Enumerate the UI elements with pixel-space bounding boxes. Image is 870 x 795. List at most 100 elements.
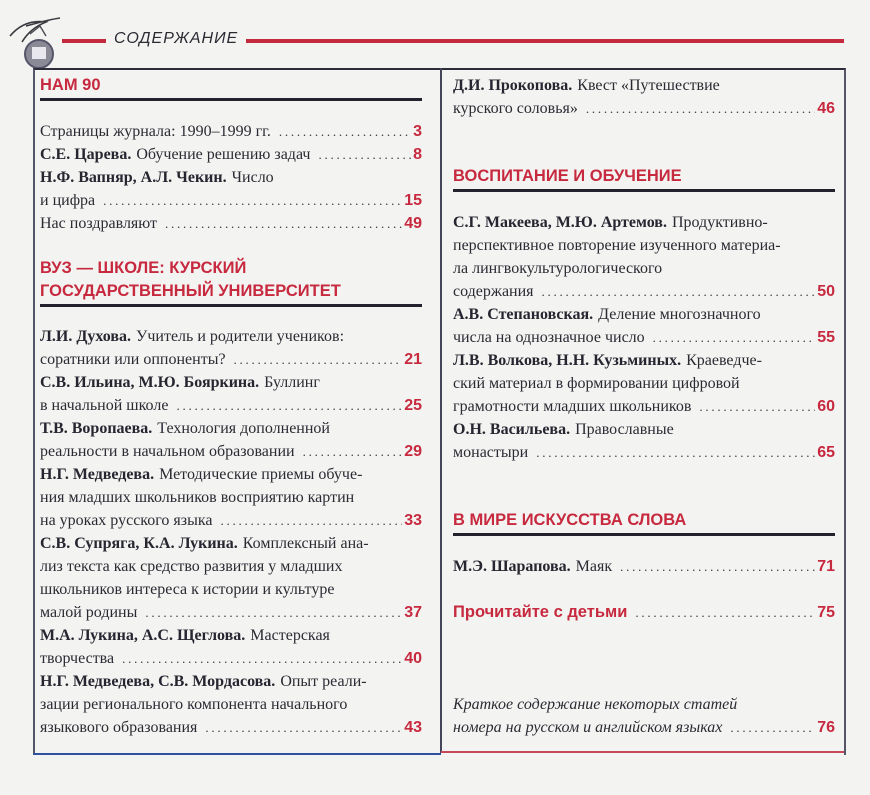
toc-entry[interactable]: А.В. Степановская. Деление многозначного ч… (453, 303, 835, 349)
entry-title: лиз текста как средство развития у младш… (40, 558, 343, 575)
entry-title: Православные (575, 421, 674, 438)
entry-title: Методические приемы обуче- (159, 466, 363, 483)
page-number[interactable]: 37 (404, 604, 422, 621)
toc-entry[interactable]: Д.И. Прокопова. Квест «Путешествие курског… (453, 74, 835, 120)
toc-entry[interactable]: С.В. Супряга, К.А. Лукина. Комплексный ан… (40, 532, 422, 624)
page-number[interactable]: 49 (404, 215, 422, 232)
entry-line: ский материал в формировании цифровой (453, 372, 835, 395)
page-number[interactable]: 46 (817, 100, 835, 117)
entry-title: Опыт реали- (280, 673, 367, 690)
page-number[interactable]: 21 (404, 351, 422, 368)
entry-authors: М.А. Лукина, А.С. Щеглова. (40, 627, 246, 644)
toc-entry[interactable]: М.Э. Шарапова.Маяк 71 (453, 555, 835, 578)
page-number[interactable]: 15 (404, 192, 422, 209)
dot-leader (234, 348, 403, 371)
page-number[interactable]: 65 (817, 444, 835, 461)
entry-line: в начальной школе 25 (40, 394, 422, 417)
entry-line: Л.В. Волкова, Н.Н. Кузьминых. Краеведче- (453, 349, 835, 372)
entry-authors: Л.И. Духова. (40, 328, 132, 345)
entry-title: и цифра (40, 192, 96, 209)
toc-entry[interactable]: Л.И. Духова. Учитель и родители учеников:… (40, 325, 422, 371)
dot-leader (122, 647, 402, 670)
page-number[interactable]: 75 (817, 604, 835, 621)
page-number[interactable]: 50 (817, 283, 835, 300)
dot-leader (730, 716, 815, 739)
frame-bottom-left (33, 753, 441, 755)
page-number[interactable]: 76 (817, 719, 835, 736)
entry-title: Нас поздравляют (40, 215, 158, 232)
section-header-line: ВОСПИТАНИЕ И ОБУЧЕНИЕ (453, 167, 682, 185)
toc-entry[interactable]: Н.Г. Медведева. Методические приемы обуче… (40, 463, 422, 532)
page-number[interactable]: 40 (404, 650, 422, 667)
section-header-line: В МИРЕ ИСКУССТВА СЛОВА (453, 511, 687, 529)
page-number[interactable]: 60 (817, 398, 835, 415)
entry-title: школьников интереса к истории и культуре (40, 581, 335, 598)
entry-authors: Д.И. Прокопова. (453, 77, 573, 94)
page-number[interactable]: 43 (404, 719, 422, 736)
toc-entry[interactable]: С.Е. Царева.Обучение решению задач 8 (40, 143, 422, 166)
entry-line: О.Н. Васильева. Православные (453, 418, 835, 441)
page-number[interactable]: 29 (404, 443, 422, 460)
toc-entry[interactable]: Т.В. Воропаева. Технология дополненной реа… (40, 417, 422, 463)
page-number[interactable]: 25 (404, 397, 422, 414)
entry-title: Учитель и родители учеников: (136, 328, 345, 345)
journal-logo (6, 14, 64, 70)
contents-frame (33, 68, 846, 755)
toc-entry[interactable]: Л.В. Волкова, Н.Н. Кузьминых. Краеведче-с… (453, 349, 835, 418)
entry-title: Краткое содержание некоторых статей (453, 696, 738, 713)
entry-title: Технология дополненной (157, 420, 330, 437)
page-number[interactable]: 71 (817, 558, 835, 575)
dot-leader (586, 97, 815, 120)
entry-title: курского соловья» (453, 100, 578, 117)
page-number[interactable]: 8 (413, 146, 422, 163)
toc-entry[interactable]: С.В. Ильина, М.Ю. Бояркина. Буллинг в нача… (40, 371, 422, 417)
toc-entry[interactable]: Страницы журнала: 1990–1999 гг. 3 (40, 120, 422, 143)
entry-line: языкового образования 43 (40, 716, 422, 739)
toc-entry[interactable]: Прочитайте с детьми 75 (453, 601, 835, 624)
entry-authors: С.В. Ильина, М.Ю. Бояркина. (40, 374, 260, 391)
entry-title: малой родины (40, 604, 138, 621)
entry-line: и цифра 15 (40, 189, 422, 212)
entry-title: Буллинг (264, 374, 320, 391)
toc-entry[interactable]: Краткое содержание некоторых статей номер… (453, 693, 835, 739)
dot-leader (318, 143, 411, 166)
entry-line: ла лингвокультурологического (453, 257, 835, 280)
entry-line: курского соловья» 46 (453, 97, 835, 120)
entry-title: Квест «Путешествие (577, 77, 720, 94)
entry-authors: Н.Г. Медведева, С.В. Мордасова. (40, 673, 276, 690)
entry-title: реальности в начальном образовании (40, 443, 295, 460)
entry-line: школьников интереса к истории и культуре (40, 578, 422, 601)
entry-title: языкового образования (40, 719, 198, 736)
entry-authors: М.Э. Шарапова. (453, 558, 571, 575)
entry-authors: Т.В. Воропаева. (40, 420, 153, 437)
entry-title: номера на русском и английском языках (453, 719, 723, 736)
header-rule-left (62, 39, 106, 43)
page-number[interactable]: 55 (817, 329, 835, 346)
dot-leader (205, 716, 402, 739)
entry-title: содержания (453, 283, 534, 300)
entry-line: Страницы журнала: 1990–1999 гг. 3 (40, 120, 422, 143)
entry-line: грамотности младших школьников 60 (453, 395, 835, 418)
page-title: СОДЕРЖАНИЕ (114, 30, 239, 47)
toc-entry[interactable]: М.А. Лукина, А.С. Щеглова. Мастерская твор… (40, 624, 422, 670)
toc-entry[interactable]: С.Г. Макеева, М.Ю. Артемов. Продуктивно-п… (453, 211, 835, 303)
entry-line: перспективное повторение изученного мате… (453, 234, 835, 257)
section-header: НАМ 90 (40, 74, 422, 101)
dot-leader (103, 189, 402, 212)
entry-line: зации регионального компонента начальног… (40, 693, 422, 716)
section-header: ВОСПИТАНИЕ И ОБУЧЕНИЕ (453, 165, 835, 192)
page-number[interactable]: 3 (413, 123, 422, 140)
entry-line: числа на однозначное число 55 (453, 326, 835, 349)
dot-leader (620, 555, 815, 578)
entry-title: ния младших школьников восприятию картин (40, 489, 355, 506)
header-rule-right (246, 39, 844, 43)
page-number[interactable]: 33 (404, 512, 422, 529)
toc-entry[interactable]: Н.Г. Медведева, С.В. Мордасова. Опыт реал… (40, 670, 422, 739)
toc-entry[interactable]: Нас поздравляют 49 (40, 212, 422, 235)
toc-entry[interactable]: Н.Ф. Вапняр, А.Л. Чекин.Число и цифра 15 (40, 166, 422, 212)
entry-authors: Н.Г. Медведева. (40, 466, 155, 483)
entry-title: грамотности младших школьников (453, 398, 692, 415)
entry-title: Страницы журнала: 1990–1999 гг. (40, 123, 271, 140)
toc-entry[interactable]: О.Н. Васильева.Православные монастыри 65 (453, 418, 835, 464)
entry-authors: Л.В. Волкова, Н.Н. Кузьминых. (453, 352, 682, 369)
